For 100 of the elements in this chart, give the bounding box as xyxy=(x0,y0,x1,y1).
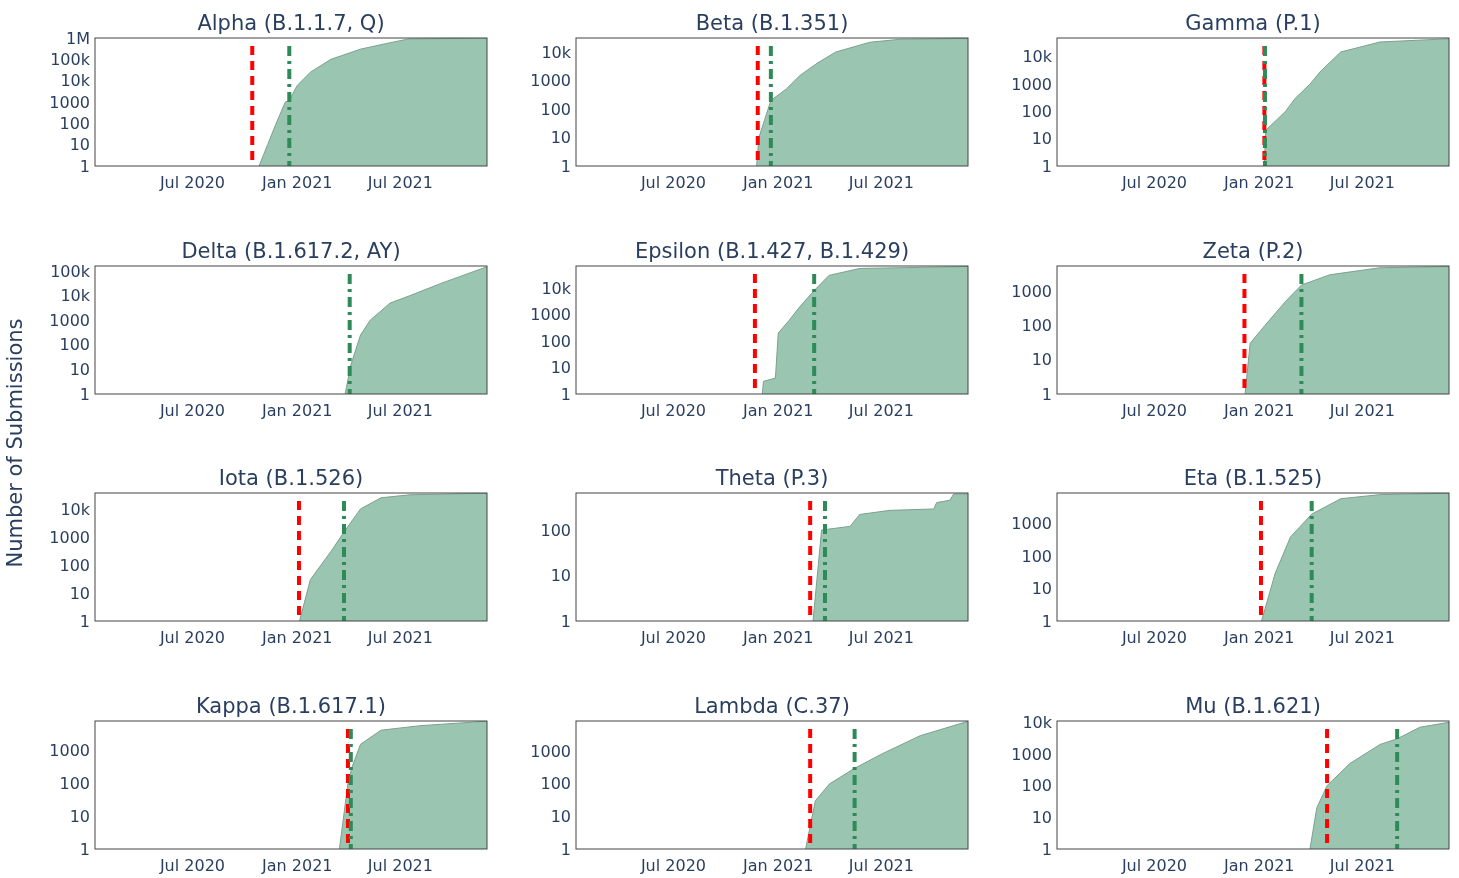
y-tick-label: 10 xyxy=(69,360,90,379)
chart-title: Lambda (C.37) xyxy=(694,694,850,718)
y-tick-label: 100 xyxy=(540,520,571,540)
y-tick-label: 1 xyxy=(560,384,571,404)
x-tick-label: Jul 2021 xyxy=(847,173,914,192)
y-tick-label: 1 xyxy=(560,156,571,176)
y-tick-label: 100 xyxy=(540,331,571,351)
chart-title: Kappa (B.1.617.1) xyxy=(195,694,387,718)
y-tick-label: 10k xyxy=(60,286,91,306)
y-tick-label: 10 xyxy=(1031,579,1052,599)
y-tick-label: 10k xyxy=(541,278,572,298)
y-tick-label: 1000 xyxy=(530,305,571,325)
chart-title: Mu (B.1.621) xyxy=(1185,694,1321,718)
x-tick-label: Jan 2021 xyxy=(742,628,814,647)
chart-title: Gamma (P.1) xyxy=(1185,11,1321,35)
y-tick-label: 10 xyxy=(1031,350,1052,370)
x-tick-label: Jul 2021 xyxy=(366,628,433,647)
y-axis-title: Number of Submissions xyxy=(3,318,27,568)
y-tick-label: 100 xyxy=(59,555,90,575)
y-tick-label: 10k xyxy=(60,499,91,519)
x-tick-label: Jul 2020 xyxy=(1120,401,1187,420)
x-tick-label: Jan 2021 xyxy=(1223,401,1295,420)
x-tick-label: Jan 2021 xyxy=(742,401,814,420)
x-tick-label: Jan 2021 xyxy=(1223,628,1295,647)
chart-title: Zeta (P.2) xyxy=(1202,239,1304,263)
y-tick-label: 1 xyxy=(1041,611,1052,631)
y-tick-label: 1000 xyxy=(530,741,571,761)
y-tick-label: 1 xyxy=(560,611,571,631)
x-tick-label: Jul 2021 xyxy=(1328,401,1395,420)
x-tick-label: Jul 2020 xyxy=(1120,628,1187,647)
chart-title: Beta (B.1.351) xyxy=(695,11,849,35)
y-tick-label: 10k xyxy=(541,42,572,62)
x-tick-label: Jan 2021 xyxy=(742,856,814,875)
y-tick-label: 1000 xyxy=(49,92,90,112)
y-tick-label: 1 xyxy=(79,156,90,176)
y-tick-label: 100 xyxy=(540,774,571,794)
x-tick-label: Jul 2020 xyxy=(639,628,706,647)
y-tick-label: 10 xyxy=(69,583,90,603)
y-tick-label: 1 xyxy=(1041,839,1052,859)
x-tick-label: Jan 2021 xyxy=(742,173,814,192)
y-tick-label: 1 xyxy=(560,839,571,859)
y-tick-label: 10 xyxy=(550,358,571,378)
x-tick-label: Jul 2021 xyxy=(847,628,914,647)
x-tick-label: Jul 2020 xyxy=(639,173,706,192)
y-tick-label: 1000 xyxy=(1011,514,1052,534)
x-tick-label: Jul 2020 xyxy=(158,856,225,875)
y-tick-label: 1 xyxy=(79,611,90,631)
x-tick-label: Jul 2020 xyxy=(1120,173,1187,192)
y-tick-label: 100 xyxy=(59,773,90,793)
y-tick-label: 1000 xyxy=(530,71,571,91)
chart-title: Alpha (B.1.1.7, Q) xyxy=(197,11,385,35)
y-tick-label: 10 xyxy=(550,807,571,827)
x-tick-label: Jul 2021 xyxy=(1328,173,1395,192)
x-tick-label: Jan 2021 xyxy=(261,628,333,647)
x-tick-label: Jan 2021 xyxy=(1223,856,1295,875)
x-tick-label: Jan 2021 xyxy=(261,401,333,420)
y-tick-label: 100 xyxy=(59,335,90,355)
y-tick-label: 1000 xyxy=(49,740,90,760)
y-tick-label: 1000 xyxy=(49,310,90,330)
y-tick-label: 1 xyxy=(1041,156,1052,176)
y-tick-label: 1000 xyxy=(49,527,90,547)
y-tick-label: 1000 xyxy=(1011,281,1052,301)
chart-title: Eta (B.1.525) xyxy=(1183,466,1323,490)
x-tick-label: Jul 2020 xyxy=(158,628,225,647)
chart-title: Iota (B.1.526) xyxy=(218,466,364,490)
x-tick-label: Jul 2021 xyxy=(366,401,433,420)
y-tick-label: 10k xyxy=(1022,47,1053,67)
x-tick-label: Jan 2021 xyxy=(1223,173,1295,192)
x-tick-label: Jul 2021 xyxy=(366,173,433,192)
x-tick-label: Jul 2020 xyxy=(158,173,225,192)
y-tick-label: 100 xyxy=(540,99,571,119)
x-tick-label: Jan 2021 xyxy=(261,856,333,875)
y-tick-label: 1M xyxy=(66,28,90,48)
y-tick-label: 1 xyxy=(79,384,90,404)
y-tick-label: 10 xyxy=(550,566,571,586)
x-tick-label: Jul 2020 xyxy=(639,401,706,420)
y-tick-label: 10k xyxy=(60,71,91,91)
y-tick-label: 10 xyxy=(1031,807,1052,827)
y-tick-label: 1000 xyxy=(1011,74,1052,94)
y-tick-label: 100 xyxy=(1021,102,1052,122)
x-tick-label: Jul 2021 xyxy=(1328,856,1395,875)
y-tick-label: 100 xyxy=(1021,316,1052,336)
y-tick-label: 100k xyxy=(50,49,91,69)
x-tick-label: Jul 2021 xyxy=(366,856,433,875)
x-tick-label: Jul 2021 xyxy=(847,856,914,875)
chart-title: Theta (P.3) xyxy=(714,466,829,490)
y-tick-label: 1 xyxy=(1041,384,1052,404)
y-tick-label: 10 xyxy=(1031,129,1052,149)
chart-title: Epsilon (B.1.427, B.1.429) xyxy=(634,239,910,263)
y-tick-label: 10 xyxy=(69,806,90,826)
y-tick-label: 10 xyxy=(69,135,90,155)
y-tick-label: 1 xyxy=(79,839,90,859)
y-tick-label: 100 xyxy=(1021,546,1052,566)
chart-title: Delta (B.1.617.2, AY) xyxy=(181,239,401,263)
y-tick-label: 100 xyxy=(59,113,90,133)
y-tick-label: 1000 xyxy=(1011,744,1052,764)
x-tick-label: Jan 2021 xyxy=(261,173,333,192)
y-tick-label: 10k xyxy=(1022,712,1053,732)
y-tick-label: 10 xyxy=(550,128,571,148)
x-tick-label: Jul 2020 xyxy=(639,856,706,875)
